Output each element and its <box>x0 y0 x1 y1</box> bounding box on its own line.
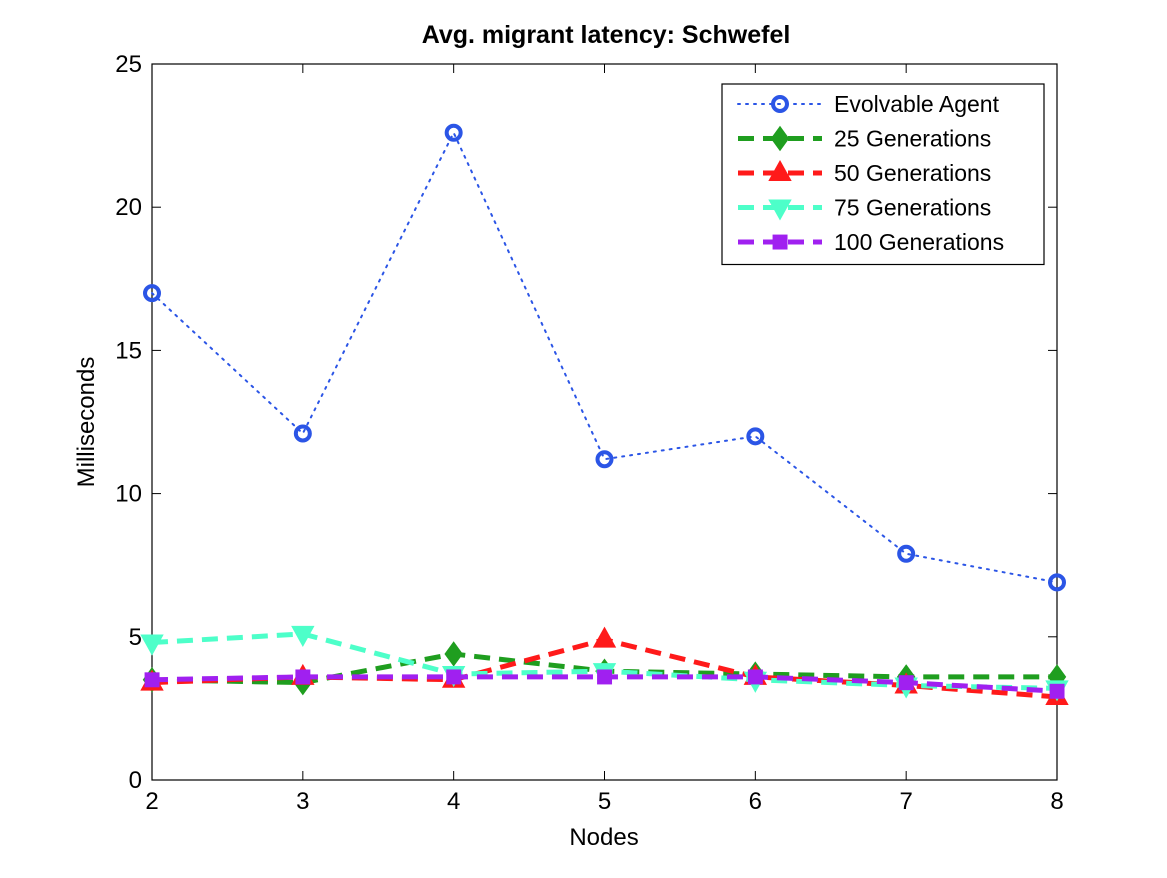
x-tick-label: 8 <box>1050 788 1063 815</box>
legend: Evolvable Agent 25 Generations 50 Generati… <box>721 83 1045 266</box>
legend-label: 75 Generations <box>834 195 991 221</box>
x-tick-label: 3 <box>296 788 309 815</box>
legend-entry: 75 Generations <box>738 195 991 221</box>
y-tick-label: 25 <box>115 51 142 78</box>
legend-label: 25 Generations <box>834 126 991 152</box>
y-tick-label: 5 <box>129 624 142 651</box>
data-point <box>444 123 463 142</box>
data-point <box>898 675 914 691</box>
y-tick-label: 0 <box>129 767 142 794</box>
data-point <box>1049 683 1065 699</box>
legend-label: 50 Generations <box>834 160 991 186</box>
x-tick-label: 7 <box>899 788 912 815</box>
data-point <box>1048 573 1066 592</box>
data-point <box>446 669 462 685</box>
y-tick-label: 15 <box>115 337 142 364</box>
data-point <box>746 427 765 446</box>
legend-marker <box>772 234 788 250</box>
legend-entry: 100 Generations <box>738 229 1004 255</box>
x-tick-label: 6 <box>749 788 762 815</box>
legend-label: 100 Generations <box>834 229 1004 255</box>
legend-marker <box>771 95 789 113</box>
legend-entry: Evolvable Agent <box>737 91 1000 117</box>
x-tick-label: 5 <box>598 788 611 815</box>
x-tick-label: 4 <box>447 788 460 815</box>
series-5 <box>144 669 1065 699</box>
chart-title: Avg. migrant latency: Schwefel <box>422 21 791 49</box>
data-point <box>592 626 617 648</box>
data-point <box>295 669 311 685</box>
data-point <box>747 669 763 685</box>
x-axis-label: Nodes <box>569 824 638 851</box>
data-point <box>595 450 614 469</box>
data-point <box>597 669 613 685</box>
data-point <box>293 424 312 443</box>
legend-box <box>721 83 1045 266</box>
legend-label: Evolvable Agent <box>834 91 1000 117</box>
legend-marker <box>770 125 790 152</box>
legend-marker <box>768 199 792 221</box>
data-point <box>140 634 164 656</box>
y-axis-label: Milliseconds <box>73 357 100 488</box>
data-point <box>444 641 463 667</box>
x-tick-label: 2 <box>145 788 158 815</box>
data-point <box>143 284 161 303</box>
data-point <box>144 672 160 688</box>
legend-marker <box>768 159 792 181</box>
plot-area: 2 3 4 5 6 7 8 0 5 10 15 20 25 <box>115 51 1069 815</box>
legend-entry: 50 Generations <box>738 159 991 186</box>
legend-entry: 25 Generations <box>738 126 991 152</box>
data-point <box>897 544 916 563</box>
y-tick-label: 20 <box>115 194 142 221</box>
y-tick-label: 10 <box>115 481 142 508</box>
data-point <box>291 625 315 647</box>
series-1 <box>143 123 1066 592</box>
